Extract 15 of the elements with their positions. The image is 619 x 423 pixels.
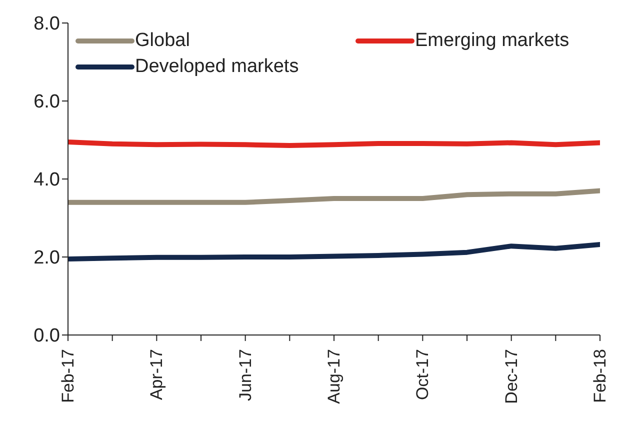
legend-label: Global <box>135 30 190 52</box>
x-tick-label: Jun-17 <box>236 349 255 401</box>
y-tick-label: 8.0 <box>34 14 60 35</box>
legend-label: Developed markets <box>135 56 299 78</box>
x-tick-label: Aug-17 <box>324 349 344 404</box>
y-tick-label: 4.0 <box>34 170 60 191</box>
y-tick-label: 6.0 <box>34 92 60 113</box>
y-tick-label: 2.0 <box>34 248 60 269</box>
x-tick-label: Dec-17 <box>502 349 521 404</box>
legend-label: Emerging markets <box>415 30 570 52</box>
x-tick-label: Oct-17 <box>413 349 432 400</box>
x-tick-label: Feb-18 <box>590 349 610 403</box>
x-tick-label: Apr-17 <box>147 349 166 400</box>
x-tick-label: Feb-17 <box>58 349 78 403</box>
y-tick-label: 0.0 <box>34 326 60 347</box>
